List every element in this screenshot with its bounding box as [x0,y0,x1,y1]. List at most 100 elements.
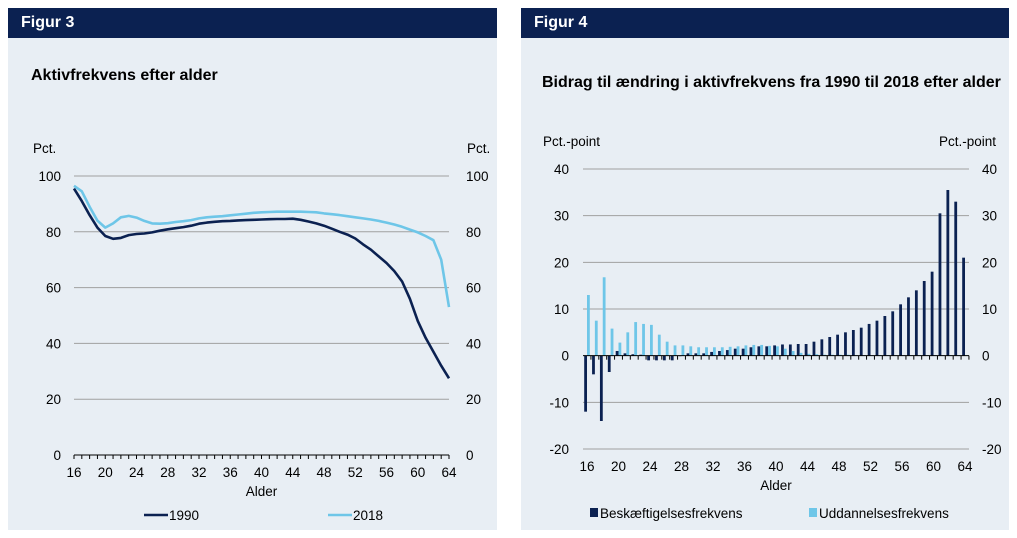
x-tick-label: 32 [705,459,720,474]
y-tick-label-right: -10 [982,395,1002,410]
bar-Beskæftigelsesfrekvens [962,257,965,356]
bar-Beskæftigelsesfrekvens [584,355,587,412]
x-tick-label: 64 [957,459,973,474]
bar-Beskæftigelsesfrekvens [599,355,603,421]
y-tick-label-left: 20 [554,255,569,270]
bar-Beskæftigelsesfrekvens [607,355,611,372]
x-tick-label: 20 [98,465,113,480]
bar-Beskæftigelsesfrekvens [662,355,666,361]
bar-Uddannelsesfrekvens [736,346,740,356]
x-tick-label: 40 [768,459,783,474]
y-tick-label-left: 80 [46,225,61,240]
bar-Beskæftigelsesfrekvens [655,355,658,361]
bar-Uddannelsesfrekvens [657,334,661,356]
bar-Uddannelsesfrekvens [815,354,819,356]
bar-Beskæftigelsesfrekvens [851,330,855,356]
legend-label: 2018 [353,508,383,523]
bar-Beskæftigelsesfrekvens [930,271,934,356]
bar-Beskæftigelsesfrekvens [938,213,942,356]
bar-Beskæftigelsesfrekvens [623,353,627,356]
x-tick-label: 60 [926,459,941,474]
bar-Uddannelsesfrekvens [705,347,708,356]
x-tick-label: 60 [410,465,425,480]
bar-Uddannelsesfrekvens [618,342,622,356]
bar-Beskæftigelsesfrekvens [867,323,871,356]
bar-Beskæftigelsesfrekvens [859,327,863,356]
legend-swatch [809,508,817,517]
y-tick-label-right: 80 [466,225,481,240]
x-tick-label: 64 [441,465,457,480]
chart-title: Bidrag til ændring i aktivfrekvens fra 1… [542,74,1001,91]
bar-Beskæftigelsesfrekvens [592,355,595,375]
bar-Beskæftigelsesfrekvens [773,345,776,356]
bar-Uddannelsesfrekvens [587,295,590,356]
chart-title: Aktivfrekvens efter alder [31,67,218,84]
x-tick-label: 44 [285,465,301,480]
bar-Beskæftigelsesfrekvens [875,320,879,356]
y-tick-label-left: 0 [53,448,61,463]
x-tick-label: 44 [800,459,816,474]
x-tick-label: 36 [737,459,752,474]
x-tick-label: 32 [191,465,206,480]
series-line-2018 [73,184,451,308]
x-tick-label: 48 [831,459,846,474]
x-tick-label: 52 [348,465,363,480]
bar-Beskæftigelsesfrekvens [725,350,729,356]
bar-Beskæftigelsesfrekvens [781,344,784,356]
legend-label: 1990 [169,508,199,523]
x-tick-label: 24 [642,459,658,474]
legend-swatch [590,508,598,517]
x-tick-label: 28 [160,465,175,480]
bar-Beskæftigelsesfrekvens [694,353,698,356]
bar-Beskæftigelsesfrekvens [686,353,690,356]
bar-Uddannelsesfrekvens [650,324,653,356]
bar-Uddannelsesfrekvens [594,320,598,356]
bar-Beskæftigelsesfrekvens [891,311,895,356]
bar-Beskæftigelsesfrekvens [749,347,753,356]
bar-Uddannelsesfrekvens [610,328,614,356]
x-axis-label: Alder [246,484,278,499]
bar-Uddannelsesfrekvens [768,345,771,356]
y-axis-label-left: Pct.-point [543,134,600,149]
y-tick-label-left: 40 [554,162,569,177]
x-tick-label: 36 [223,465,238,480]
y-axis-label-right: Pct. [467,141,490,156]
bar-Beskæftigelsesfrekvens [631,354,635,356]
bar-Uddannelsesfrekvens [634,322,638,356]
y-tick-label-right: 40 [982,162,997,177]
bar-Beskæftigelsesfrekvens [718,351,721,356]
x-tick-label: 28 [674,459,689,474]
bar-Uddannelsesfrekvens [791,351,795,356]
figure-3-panel: Figur 3 Aktivfrekvens efter alder Pct. Pc… [8,8,497,530]
y-tick-label-left: 10 [554,302,569,317]
y-axis-label-left: Pct. [33,141,56,156]
bar-Beskæftigelsesfrekvens [828,337,832,356]
y-tick-label-right: 60 [466,281,481,296]
bar-Beskæftigelsesfrekvens [946,190,950,356]
y-axis-label-right: Pct.-point [939,134,996,149]
bar-Uddannelsesfrekvens [626,332,630,356]
x-tick-label: 24 [129,465,145,480]
y-tick-label-right: 100 [466,169,489,184]
bar-Beskæftigelsesfrekvens [844,332,847,356]
bar-Beskæftigelsesfrekvens [796,344,800,356]
bar-Uddannelsesfrekvens [783,348,787,356]
bar-Uddannelsesfrekvens [728,346,732,356]
bar-Beskæftigelsesfrekvens [757,346,761,356]
y-tick-label-right: 30 [982,209,997,224]
x-tick-label: 40 [254,465,269,480]
x-tick-label: 56 [379,465,394,480]
bar-Beskæftigelsesfrekvens [615,351,619,356]
y-tick-label-left: 100 [38,169,61,184]
figure-header: Figur 4 [521,8,1009,38]
bar-Beskæftigelsesfrekvens [710,351,713,356]
bar-Beskæftigelsesfrekvens [812,341,816,356]
bar-Uddannelsesfrekvens [760,344,764,356]
y-tick-label-left: 30 [554,209,569,224]
bar-Beskæftigelsesfrekvens [820,339,824,356]
x-tick-label: 56 [894,459,909,474]
bar-Uddannelsesfrekvens [713,347,716,356]
bar-Uddannelsesfrekvens [752,344,756,356]
bar-Beskæftigelsesfrekvens [788,344,792,356]
y-tick-label-right: 20 [466,392,481,407]
